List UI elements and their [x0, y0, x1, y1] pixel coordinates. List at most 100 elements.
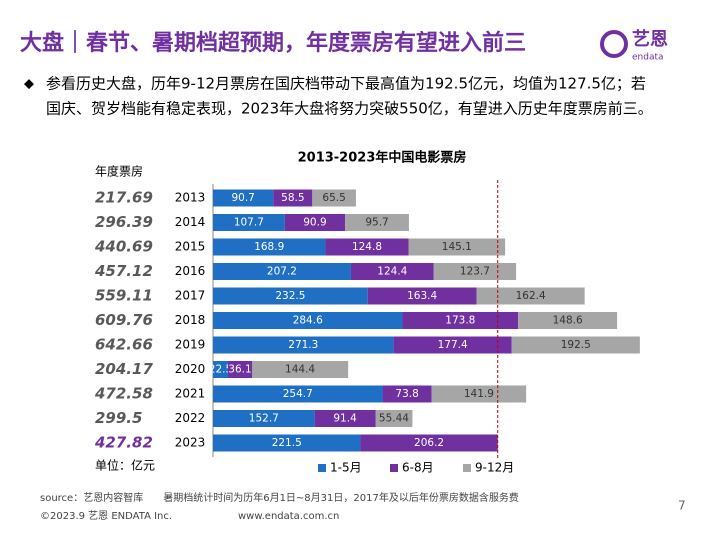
data-label: 55.44 — [379, 413, 409, 425]
total-label: 204.17 — [95, 360, 153, 378]
y-tick-label: 2014 — [175, 215, 206, 229]
data-label: 73.8 — [395, 388, 418, 400]
bar-segment — [213, 189, 274, 207]
data-label: 90.7 — [231, 192, 254, 204]
bar-segment — [476, 287, 585, 305]
bar-segment — [431, 385, 527, 403]
bar-segment — [213, 434, 361, 452]
data-label: 58.5 — [281, 192, 304, 204]
logo-text: 艺恩 — [632, 28, 668, 50]
bar-segment — [393, 336, 512, 354]
total-label: 299.5 — [95, 409, 142, 427]
bar-segment — [213, 214, 285, 231]
data-label: 163.4 — [407, 290, 437, 302]
y-tick-label: 2013 — [175, 191, 206, 205]
total-label: 217.69 — [95, 189, 153, 207]
total-label: 472.58 — [94, 385, 153, 403]
y-tick-label: 2023 — [175, 436, 206, 450]
total-label: 642.66 — [95, 336, 153, 354]
data-label: 271.3 — [288, 339, 318, 351]
bullet-text: 参看历史大盘，历年9-12月票房在国庆档带动下最高值为192.5亿元，均值为12… — [46, 75, 646, 93]
data-label: 95.7 — [365, 217, 388, 229]
data-label: 221.5 — [272, 437, 302, 449]
data-label: 141.9 — [464, 388, 494, 400]
y-tick-label: 2021 — [175, 387, 206, 401]
source: source：艺恩内容智库 暑期档统计时间为历年6月1日~8月31日，2017年… — [40, 491, 519, 504]
bar-segment — [518, 312, 618, 329]
bar-segment — [375, 410, 413, 427]
data-label: 162.4 — [516, 290, 546, 302]
bar-segment — [350, 263, 434, 280]
data-label: 152.7 — [249, 413, 279, 425]
logo-subtext: endata — [632, 53, 664, 63]
y-tick-label: 2016 — [175, 264, 206, 278]
total-label: 609.76 — [95, 311, 153, 329]
legend-swatch — [463, 464, 471, 472]
unit-label: 单位：亿元 — [95, 458, 155, 473]
bar-segment — [252, 361, 349, 378]
data-label: 206.2 — [414, 437, 444, 449]
data-label: 232.5 — [275, 290, 305, 302]
data-label: 91.4 — [333, 413, 357, 425]
bar-segment — [433, 263, 517, 280]
y-tick-label: 2018 — [175, 313, 206, 327]
legend-label: 1-5月 — [330, 461, 362, 475]
bar-segment — [273, 189, 313, 207]
data-label: 124.4 — [377, 266, 407, 278]
y-tick-label: 2015 — [175, 240, 206, 254]
legend-swatch — [318, 464, 326, 472]
logo-icon — [600, 30, 628, 58]
bar-segment — [213, 238, 326, 256]
data-label: 90.9 — [303, 217, 326, 229]
bar-segment — [314, 410, 376, 427]
bar-segment — [213, 312, 403, 329]
total-label: 559.11 — [95, 287, 153, 305]
data-label: 124.8 — [352, 241, 382, 253]
bar-segment — [325, 238, 409, 256]
page-number: 7 — [678, 499, 686, 513]
data-label: 168.9 — [254, 241, 284, 253]
data-label: 144.4 — [285, 364, 315, 376]
data-label: 65.5 — [322, 192, 345, 204]
y-tick-label: 2022 — [175, 411, 206, 425]
bar-segment — [284, 214, 346, 231]
url: www.endata.com.cn — [238, 511, 339, 522]
bullet-text: 国庆、贺岁档能有稳定表现，2023年大盘将努力突破550亿，有望进入历史年度票房… — [46, 100, 653, 118]
total-label: 296.39 — [95, 213, 153, 231]
legend-label: 6-8月 — [402, 461, 434, 475]
bar-segment — [408, 238, 506, 256]
bar-segment — [312, 189, 356, 207]
copyright: ©2023.9 艺恩 ENDATA Inc. — [40, 510, 172, 522]
legend-label: 9-12月 — [475, 461, 514, 475]
data-label: 22.5 — [209, 364, 232, 376]
chart-title: 2013-2023年中国电影票房 — [298, 150, 467, 166]
bar-segment — [402, 312, 519, 329]
bar-segment — [213, 361, 228, 378]
data-label: 177.4 — [438, 339, 468, 351]
data-label: 107.7 — [234, 217, 264, 229]
totals-header: 年度票房 — [95, 164, 143, 179]
data-label: 145.1 — [442, 241, 472, 253]
y-tick-label: 2019 — [175, 338, 206, 352]
bar-segment — [227, 361, 253, 378]
bar-segment — [360, 434, 498, 452]
total-label: 457.12 — [94, 262, 153, 280]
bar-segment — [382, 385, 432, 403]
bar-segment — [367, 287, 477, 305]
total-label: 440.69 — [94, 238, 153, 256]
data-label: 284.6 — [293, 315, 323, 327]
data-label: 123.7 — [460, 266, 490, 278]
data-label: 36.1 — [228, 364, 251, 376]
data-label: 254.7 — [283, 388, 313, 400]
y-tick-label: 2020 — [175, 362, 206, 376]
logo: 艺恩 endata — [600, 28, 668, 63]
bar-segment — [213, 287, 368, 305]
legend-swatch — [390, 464, 398, 472]
total-label: 427.82 — [94, 434, 153, 452]
bar-segment — [511, 336, 640, 354]
y-tick-label: 2017 — [175, 289, 206, 303]
bar-segment — [213, 385, 383, 403]
bar-segment — [213, 410, 315, 427]
bar-segment — [213, 263, 351, 280]
